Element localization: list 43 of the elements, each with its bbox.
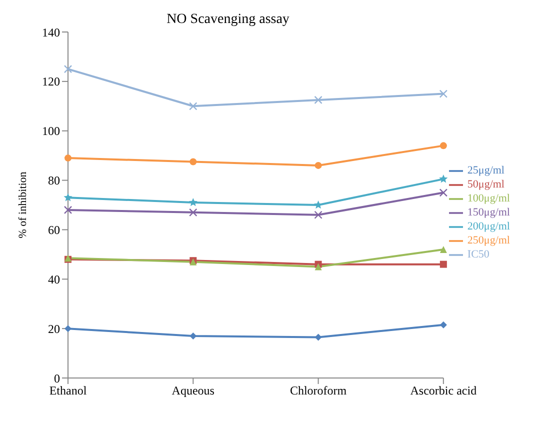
legend-label: 25μg/ml	[467, 164, 504, 177]
point	[64, 325, 72, 332]
point	[314, 96, 322, 104]
point	[439, 90, 448, 98]
legend-label: 150μg/ml	[467, 206, 510, 219]
point	[64, 206, 72, 214]
point	[314, 162, 322, 169]
point	[439, 174, 448, 183]
legend-label: IC50	[467, 248, 490, 261]
y-tick-label: 140	[42, 25, 60, 40]
y-tick-label: 60	[48, 222, 60, 237]
legend-label: 200μg/ml	[467, 220, 510, 233]
y-axis-title: % of inhibition	[16, 171, 29, 238]
point	[314, 210, 322, 219]
legend-label: 50μg/ml	[467, 178, 504, 191]
point	[440, 142, 447, 150]
y-tick-label: 100	[42, 124, 60, 138]
point	[440, 246, 447, 253]
point	[188, 198, 198, 206]
x-tick-label: Chloroform	[290, 384, 348, 398]
chart-title: NO Scavenging assay	[166, 12, 290, 27]
y-tick-label: 0	[54, 371, 60, 386]
point	[190, 158, 197, 166]
point	[314, 334, 322, 341]
point	[190, 332, 197, 340]
y-tick-label: 40	[48, 272, 60, 286]
point	[440, 260, 447, 268]
x-tick-label: Ascorbic acid	[410, 384, 477, 398]
y-tick-label: 20	[48, 322, 60, 336]
x-tick-label: Ethanol	[49, 384, 88, 398]
point	[64, 193, 72, 202]
legend-label: 250μg/ml	[467, 234, 510, 247]
x-tick-label: Aqueous	[172, 384, 215, 398]
point	[440, 321, 447, 328]
point	[189, 208, 198, 217]
legend-label: 100μg/ml	[467, 192, 510, 205]
y-tick-label: 120	[42, 74, 60, 89]
point	[64, 154, 72, 162]
point	[189, 102, 198, 110]
point	[439, 188, 448, 197]
point	[64, 64, 72, 74]
point	[314, 263, 322, 270]
y-tick-label: 80	[48, 174, 60, 188]
